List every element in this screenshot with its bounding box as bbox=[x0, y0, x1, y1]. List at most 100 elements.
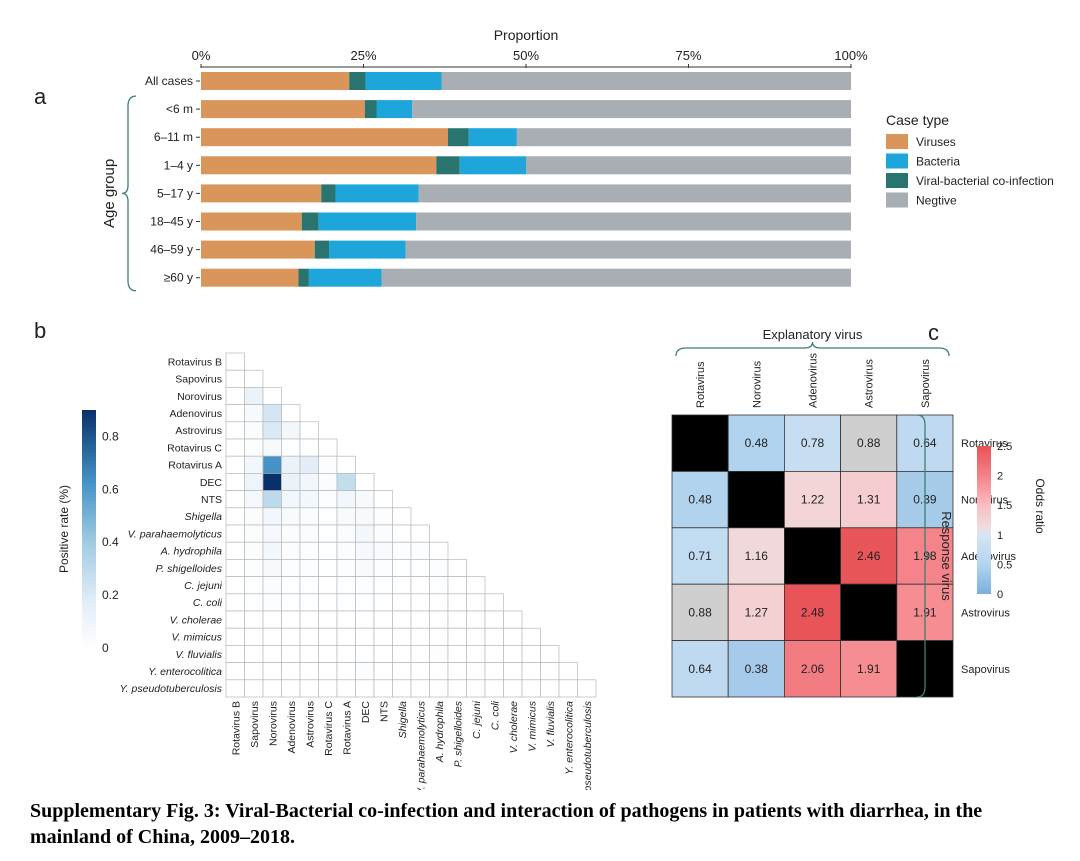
heatmap-cell bbox=[558, 662, 578, 681]
figure-caption: Supplementary Fig. 3: Viral-Bacterial co… bbox=[30, 800, 983, 848]
heatmap-cell bbox=[355, 679, 375, 698]
heatmap-cell bbox=[373, 593, 393, 612]
heatmap-cell bbox=[244, 369, 264, 388]
column-label: Rotavirus bbox=[695, 361, 707, 408]
heatmap-cell bbox=[373, 576, 393, 595]
heatmap-cell bbox=[373, 679, 393, 698]
legend-label-viruses: Viruses bbox=[916, 135, 956, 149]
heatmap-cell bbox=[262, 610, 282, 629]
heatmap-cell bbox=[429, 679, 449, 698]
heatmap-cell bbox=[484, 679, 504, 698]
y-axis-title: Response virus bbox=[939, 511, 954, 601]
heatmap-cell bbox=[727, 640, 785, 698]
heatmap-cell bbox=[281, 455, 301, 474]
colorbar-tick-label: 0 bbox=[102, 641, 109, 655]
heatmap-cell bbox=[355, 593, 375, 612]
heatmap-cell bbox=[299, 576, 319, 595]
row-label: Rotavirus A bbox=[168, 460, 222, 472]
heatmap-cell bbox=[466, 610, 486, 629]
heatmap-cell bbox=[299, 679, 319, 698]
legend-swatch-negtive bbox=[886, 192, 908, 208]
heatmap-cell bbox=[577, 679, 597, 698]
heatmap-cell bbox=[373, 490, 393, 509]
heatmap-cell bbox=[392, 610, 412, 629]
heatmap-cell bbox=[244, 421, 264, 440]
colorbar-title: Odds ratio bbox=[1033, 478, 1047, 534]
legend-swatch-viruses bbox=[886, 134, 908, 149]
heatmap-cell bbox=[671, 527, 729, 585]
heatmap-cell bbox=[336, 576, 356, 595]
column-label: V. fluvialis bbox=[545, 700, 557, 747]
heatmap-cell bbox=[355, 610, 375, 629]
heatmap-cell bbox=[336, 490, 356, 509]
heatmap-cell bbox=[299, 473, 319, 491]
heatmap-cell bbox=[318, 438, 338, 457]
heatmap-cell bbox=[281, 576, 301, 595]
heatmap-cell bbox=[447, 576, 467, 595]
colorbar-tick-label: 0.2 bbox=[102, 588, 119, 602]
heatmap-cell bbox=[410, 524, 430, 543]
category-label: 5–17 y bbox=[157, 186, 193, 200]
heatmap-cell bbox=[521, 679, 541, 698]
heatmap-cell bbox=[410, 576, 430, 595]
colorbar-tick-label: 0.5 bbox=[997, 559, 1012, 571]
heatmap-cell bbox=[262, 438, 282, 457]
cell-value-label: 0.48 bbox=[745, 436, 769, 450]
column-label: Adenovirus bbox=[808, 352, 820, 408]
bar-segment-bacteria bbox=[335, 184, 419, 203]
heatmap-cell bbox=[318, 507, 338, 526]
heatmap-cell bbox=[373, 559, 393, 577]
heatmap-cell bbox=[262, 387, 282, 405]
heatmap-cell bbox=[262, 662, 282, 681]
heatmap-cell bbox=[392, 627, 412, 646]
heatmap-cell bbox=[336, 524, 356, 543]
bar-segment-viruses bbox=[201, 212, 302, 231]
figure: a Proportion 0% 25% 50% 75% 100% All cases <6 m 6… bbox=[34, 27, 1054, 790]
heatmap-cell bbox=[281, 438, 301, 457]
heatmap-cell bbox=[373, 541, 393, 560]
legend-label-bacteria: Bacteria bbox=[916, 155, 960, 169]
row-label: C. coli bbox=[193, 597, 223, 609]
column-label: Rotavirus B bbox=[230, 701, 242, 755]
heatmap-cell bbox=[262, 507, 282, 526]
column-label: V. cholerae bbox=[508, 701, 520, 753]
heatmap-cell bbox=[281, 645, 301, 663]
cell-value-label: 1.27 bbox=[745, 605, 769, 619]
column-label: Norovirus bbox=[751, 360, 763, 408]
heatmap-cell bbox=[484, 627, 504, 646]
row-label: DEC bbox=[200, 477, 223, 489]
heatmap-cell bbox=[447, 645, 467, 663]
column-label: Y. pseudotuberculosis bbox=[582, 700, 594, 790]
cell-value-label: 0.64 bbox=[688, 662, 712, 676]
x-tick-label: 0% bbox=[192, 48, 211, 63]
heatmap-cell bbox=[225, 524, 245, 543]
heatmap-cell bbox=[225, 352, 245, 371]
heatmap-cell bbox=[262, 490, 282, 509]
heatmap-cell bbox=[355, 645, 375, 663]
bar-segment-viral-bacterial-co-infection bbox=[448, 128, 469, 147]
cell-value-label: 1.98 bbox=[913, 549, 937, 563]
heatmap-cell bbox=[355, 662, 375, 681]
heatmap-cell bbox=[225, 455, 245, 474]
cell-value-label: 0.88 bbox=[857, 436, 881, 450]
heatmap-cell bbox=[447, 662, 467, 681]
heatmap-cell bbox=[262, 473, 282, 491]
heatmap-cell bbox=[225, 559, 245, 577]
panel-a-stacked-bar-chart: a Proportion 0% 25% 50% 75% 100% All cases <6 m 6… bbox=[34, 27, 1054, 292]
bar-segment-viral-bacterial-co-infection bbox=[321, 184, 336, 203]
column-label: Astrovirus bbox=[864, 359, 876, 408]
heatmap-cell bbox=[429, 559, 449, 577]
cell-value-label: 0.48 bbox=[688, 493, 712, 507]
row-label: Norovirus bbox=[177, 391, 222, 403]
heatmap-cell bbox=[410, 541, 430, 560]
colorbar bbox=[82, 410, 96, 648]
heatmap-cell bbox=[299, 524, 319, 543]
heatmap-cell bbox=[262, 593, 282, 612]
column-label: C. jejuni bbox=[471, 700, 483, 739]
row-label: V. mimicus bbox=[171, 632, 222, 644]
heatmap-cell bbox=[784, 583, 842, 642]
heatmap-cell bbox=[281, 507, 301, 526]
row-label: V. cholerae bbox=[170, 614, 222, 626]
colorbar-tick-label: 0.4 bbox=[102, 535, 119, 549]
heatmap-cell bbox=[225, 576, 245, 595]
